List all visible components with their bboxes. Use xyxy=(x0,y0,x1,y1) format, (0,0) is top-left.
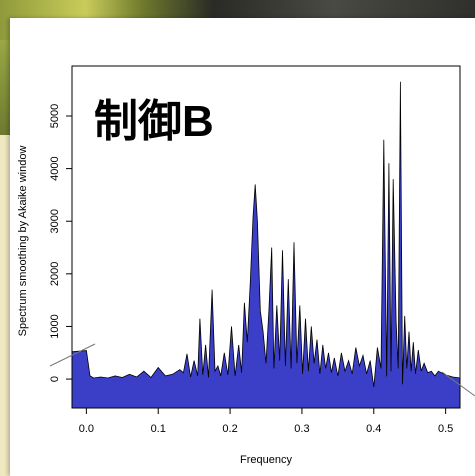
x-tick-label: 0.2 xyxy=(222,423,237,435)
y-tick-label: 2000 xyxy=(49,262,61,286)
y-axis: 0 1000 2000 3000 4000 5000 xyxy=(49,104,72,382)
plot-frame xyxy=(71,65,461,409)
y-tick-label: 3000 xyxy=(49,209,61,233)
x-tick-label: 0.1 xyxy=(151,423,166,435)
x-tick-label: 0.4 xyxy=(366,423,381,435)
right-arrow-line xyxy=(441,371,475,397)
x-tick-label: 0.5 xyxy=(438,423,453,435)
x-tick-label: 0.0 xyxy=(79,423,94,435)
y-tick-label: 0 xyxy=(49,376,61,382)
left-arrow-line xyxy=(49,343,96,367)
y-tick-label: 4000 xyxy=(49,156,61,180)
spectrum-area-series-0 xyxy=(71,81,461,409)
area-layer xyxy=(71,81,461,409)
chart-title: 制御B xyxy=(94,97,214,146)
x-tick-label: 0.3 xyxy=(294,423,309,435)
y-axis-title: Spectrum smoothing by Akaike window xyxy=(17,146,29,337)
y-tick-label: 5000 xyxy=(49,104,61,128)
y-tick-label: 1000 xyxy=(49,314,61,338)
x-axis-title: Frequency xyxy=(240,454,292,466)
x-axis: 0.0 0.1 0.2 0.3 0.4 0.5 xyxy=(79,408,453,435)
